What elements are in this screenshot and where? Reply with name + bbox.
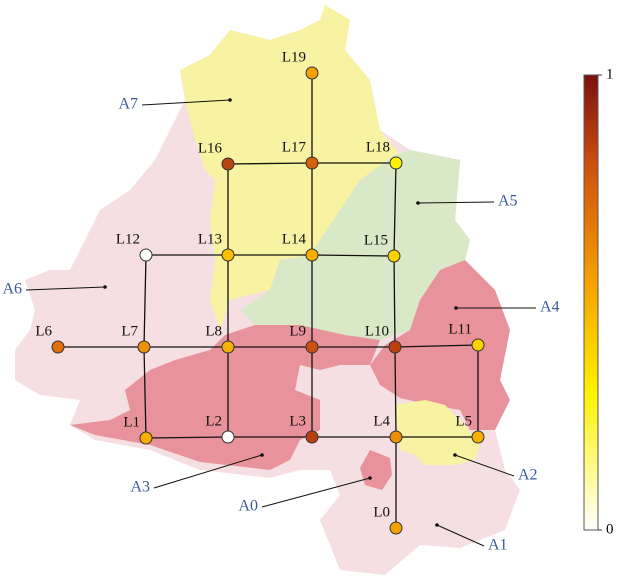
nodes: L0 L1 L2 L3 L4 L5 L6 L7 L8 L9 L10 L11 L12 L13 L14 L15 L1… [35,49,485,535]
node [388,340,402,354]
leader-line [417,201,495,204]
leader-dot [368,476,372,480]
leader-line [454,454,515,477]
node-label: L16 [198,140,223,156]
edge [143,346,147,439]
node [221,430,235,444]
node [139,431,153,445]
leader-line [436,524,485,547]
region-a7 [180,5,400,330]
colorbar-ticks: 01 [598,66,614,537]
edge [311,254,395,257]
node-label: L18 [366,139,390,155]
node [389,430,403,444]
node-label: L17 [282,139,307,155]
node [221,340,235,354]
edge [393,162,397,257]
node-label: L10 [365,323,389,339]
area-label: A6 [2,281,22,298]
leader-line [141,99,231,106]
regions [15,5,520,575]
node [221,248,235,262]
edge [394,346,397,438]
leader-dot [260,453,264,457]
node-label: L15 [364,232,388,248]
node [471,338,485,352]
region-a4 [370,260,510,430]
edges [58,73,479,528]
leader-dot [453,453,457,457]
node-label: L3 [289,413,306,429]
node-label: L5 [455,413,472,429]
node [387,249,401,263]
node [305,430,319,444]
edge [393,255,396,348]
edge [394,344,479,348]
node-label: L7 [121,323,138,339]
node-label: L11 [448,321,472,337]
node-label: L4 [373,413,390,429]
node [305,156,319,170]
node-label: L0 [373,504,390,520]
area-label: A4 [540,299,560,316]
edge [145,436,229,439]
area-label: A2 [518,467,538,484]
node [305,66,319,80]
node-label: L12 [116,231,140,247]
leader-dot [103,285,107,289]
node-label: L6 [35,323,52,339]
area-labels: A0 A1 A2 A3 A4 A5 A6 A7 [2,96,559,554]
area-label: A1 [488,537,508,554]
node-label: L8 [205,323,222,339]
leader-dot [228,98,232,102]
leader-dot [416,201,420,205]
area-label: A5 [498,193,518,210]
edge [227,162,313,165]
node-label: L1 [123,414,140,430]
node [305,248,319,262]
node [139,248,153,262]
region-a2 [395,400,480,465]
edge [143,254,147,348]
leader-dot [435,523,439,527]
node-label: L9 [289,323,306,339]
leader-line [261,477,371,508]
node-label: L14 [282,231,307,247]
region-a0 [360,450,392,490]
node-label: L2 [205,413,222,429]
node [51,340,65,354]
colorbar-tick-label: 1 [606,66,614,82]
node [221,157,235,171]
leader-line [153,454,263,489]
area-label: A3 [130,479,150,496]
node [389,521,403,535]
node [305,340,319,354]
node [389,156,403,170]
node-label: L13 [198,231,222,247]
node-label: L19 [282,49,306,65]
node [471,430,485,444]
leader-line [25,286,106,291]
node [137,340,151,354]
colorbar-tick-label: 0 [606,521,614,537]
leader-dot [454,306,458,310]
area-label: A7 [118,96,138,113]
area-label: A0 [238,498,258,515]
colorbar [583,74,599,531]
region-a5 [240,150,470,340]
